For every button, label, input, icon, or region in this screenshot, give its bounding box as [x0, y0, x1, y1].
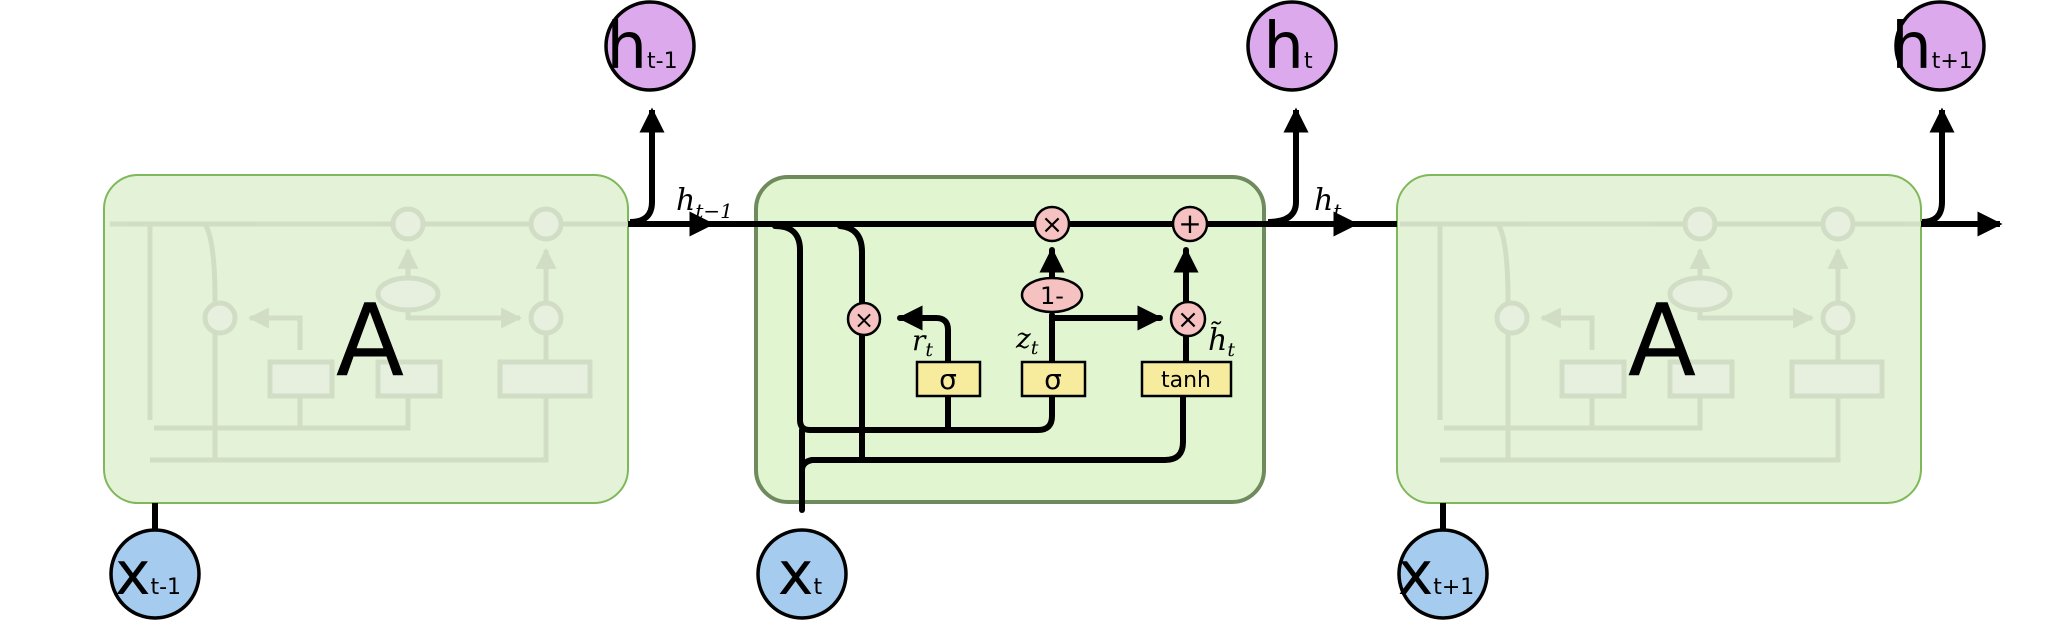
cell-left-label: A: [336, 282, 404, 399]
op-candidate-multiply: ×: [1169, 300, 1207, 338]
output-node-middle: ht: [1246, 0, 1338, 92]
svg-text:ht+1: ht+1: [1891, 10, 1973, 84]
input-node-left: xt-1: [109, 528, 201, 620]
svg-text:+: +: [1178, 207, 1201, 240]
output-node-right: ht+1: [1891, 0, 1986, 92]
svg-text:σ: σ: [939, 363, 957, 396]
cell-left: A: [103, 174, 629, 504]
input-stubs: [152, 503, 1446, 530]
gate-candidate-tanh: tanh: [1140, 360, 1233, 398]
state-label-left: ht−1: [676, 183, 733, 223]
cell-right-label: A: [1628, 282, 1696, 399]
svg-text:ht-1: ht-1: [606, 10, 677, 84]
label-reset-gate: rt: [912, 324, 933, 361]
svg-text:×: ×: [1177, 305, 1199, 335]
cell-middle-wiring: [772, 223, 1199, 513]
input-node-middle: xt: [756, 528, 848, 620]
svg-text:xt: xt: [778, 539, 823, 609]
svg-text:xt+1: xt+1: [1398, 539, 1475, 609]
cell-right-ghost-internals: [1400, 206, 1921, 463]
svg-text:xt-1: xt-1: [115, 539, 181, 609]
input-node-right: xt+1: [1397, 528, 1489, 620]
svg-text:×: ×: [1041, 210, 1063, 240]
label-candidate: h̃t: [1208, 321, 1235, 361]
cell-middle-box: [754, 175, 1266, 504]
cell-right-box: [1396, 174, 1922, 504]
svg-text:tanh: tanh: [1161, 368, 1211, 393]
output-node-left: ht-1: [604, 0, 696, 92]
state-label-right: ht: [1314, 183, 1342, 223]
cell-left-ghost-internals: [110, 206, 628, 463]
output-branches: [629, 107, 1955, 225]
gate-update-sigma: σ: [1020, 360, 1087, 398]
op-reset-multiply: ×: [846, 301, 882, 337]
cell-left-box: [103, 174, 629, 504]
op-one-minus: 1-: [1020, 276, 1084, 314]
cell-middle: × × + × 1- σ σ tanh: [754, 175, 1266, 513]
op-state-plus: +: [1171, 205, 1209, 243]
svg-text:σ: σ: [1044, 363, 1062, 396]
gate-reset-sigma: σ: [915, 360, 982, 398]
svg-text:×: ×: [854, 306, 874, 334]
op-state-multiply: ×: [1033, 205, 1071, 243]
svg-text:ht: ht: [1263, 10, 1313, 84]
cell-right: A: [1396, 174, 1922, 504]
svg-text:1-: 1-: [1040, 282, 1064, 310]
label-update-gate: zt: [1015, 322, 1039, 359]
